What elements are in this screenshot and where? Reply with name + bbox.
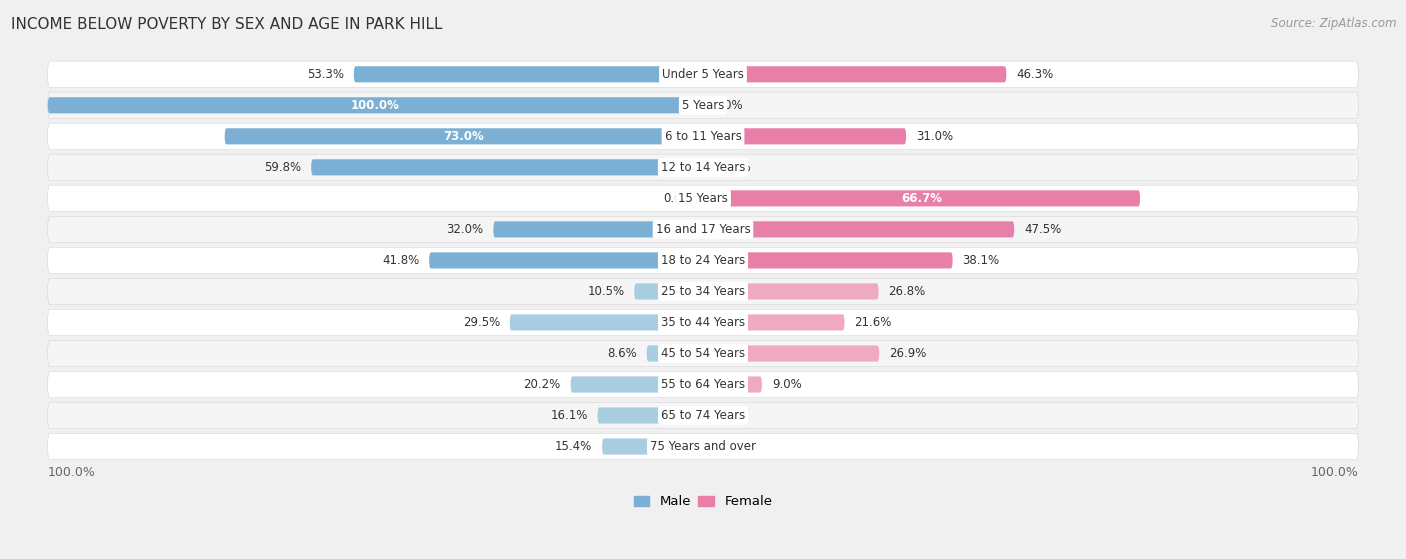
Text: 46.3%: 46.3% [1017,68,1053,81]
FancyBboxPatch shape [48,247,1358,273]
Text: 29.5%: 29.5% [463,316,501,329]
FancyBboxPatch shape [703,159,711,176]
Text: 75 Years and over: 75 Years and over [650,440,756,453]
Text: 26.9%: 26.9% [889,347,927,360]
Text: 20.2%: 20.2% [523,378,561,391]
Text: 15.4%: 15.4% [555,440,592,453]
FancyBboxPatch shape [48,309,1358,335]
FancyBboxPatch shape [703,376,762,392]
FancyBboxPatch shape [510,314,703,330]
Text: 31.0%: 31.0% [915,130,953,143]
Text: 15 Years: 15 Years [678,192,728,205]
Text: INCOME BELOW POVERTY BY SEX AND AGE IN PARK HILL: INCOME BELOW POVERTY BY SEX AND AGE IN P… [11,17,443,32]
FancyBboxPatch shape [48,61,1358,87]
Text: Source: ZipAtlas.com: Source: ZipAtlas.com [1271,17,1396,30]
Text: 6 to 11 Years: 6 to 11 Years [665,130,741,143]
Text: 5 Years: 5 Years [682,99,724,112]
FancyBboxPatch shape [703,252,953,268]
Text: 1.7%: 1.7% [724,440,754,453]
FancyBboxPatch shape [311,159,703,176]
FancyBboxPatch shape [48,154,1358,181]
FancyBboxPatch shape [48,433,1358,459]
FancyBboxPatch shape [598,408,703,424]
FancyBboxPatch shape [703,221,1014,238]
Text: 45 to 54 Years: 45 to 54 Years [661,347,745,360]
FancyBboxPatch shape [429,252,703,268]
FancyBboxPatch shape [48,340,1358,367]
FancyBboxPatch shape [225,128,703,144]
Text: 18 to 24 Years: 18 to 24 Years [661,254,745,267]
Text: 16 and 17 Years: 16 and 17 Years [655,223,751,236]
Text: 53.3%: 53.3% [307,68,344,81]
Text: 100.0%: 100.0% [1310,466,1358,479]
FancyBboxPatch shape [634,283,703,300]
FancyBboxPatch shape [571,376,703,392]
Text: 55 to 64 Years: 55 to 64 Years [661,378,745,391]
FancyBboxPatch shape [354,66,703,82]
Text: 73.0%: 73.0% [443,130,484,143]
Legend: Male, Female: Male, Female [628,490,778,514]
Text: 16.1%: 16.1% [550,409,588,422]
FancyBboxPatch shape [48,216,1358,243]
FancyBboxPatch shape [703,128,905,144]
Text: 25 to 34 Years: 25 to 34 Years [661,285,745,298]
FancyBboxPatch shape [703,190,1140,206]
FancyBboxPatch shape [48,123,1358,149]
Text: 1.3%: 1.3% [721,161,751,174]
FancyBboxPatch shape [703,345,879,362]
Text: 8.6%: 8.6% [607,347,637,360]
Text: Under 5 Years: Under 5 Years [662,68,744,81]
Text: 100.0%: 100.0% [48,466,96,479]
Text: 32.0%: 32.0% [446,223,484,236]
Text: 0.0%: 0.0% [713,99,742,112]
Text: 12 to 14 Years: 12 to 14 Years [661,161,745,174]
FancyBboxPatch shape [703,283,879,300]
FancyBboxPatch shape [703,438,714,454]
Text: 41.8%: 41.8% [382,254,419,267]
Text: 10.5%: 10.5% [588,285,624,298]
FancyBboxPatch shape [647,345,703,362]
FancyBboxPatch shape [602,438,703,454]
Text: 66.7%: 66.7% [901,192,942,205]
Text: 100.0%: 100.0% [352,99,399,112]
FancyBboxPatch shape [703,314,845,330]
Text: 21.6%: 21.6% [855,316,891,329]
FancyBboxPatch shape [48,402,1358,429]
Text: 0.0%: 0.0% [664,192,693,205]
Text: 9.0%: 9.0% [772,378,801,391]
FancyBboxPatch shape [48,278,1358,305]
FancyBboxPatch shape [48,371,1358,397]
Text: 65 to 74 Years: 65 to 74 Years [661,409,745,422]
Text: 38.1%: 38.1% [963,254,1000,267]
FancyBboxPatch shape [703,66,1007,82]
Text: 35 to 44 Years: 35 to 44 Years [661,316,745,329]
Text: 59.8%: 59.8% [264,161,301,174]
FancyBboxPatch shape [494,221,703,238]
Text: 26.8%: 26.8% [889,285,925,298]
FancyBboxPatch shape [48,92,1358,119]
FancyBboxPatch shape [48,97,703,113]
Text: 0.0%: 0.0% [713,409,742,422]
FancyBboxPatch shape [48,185,1358,211]
Text: 47.5%: 47.5% [1024,223,1062,236]
